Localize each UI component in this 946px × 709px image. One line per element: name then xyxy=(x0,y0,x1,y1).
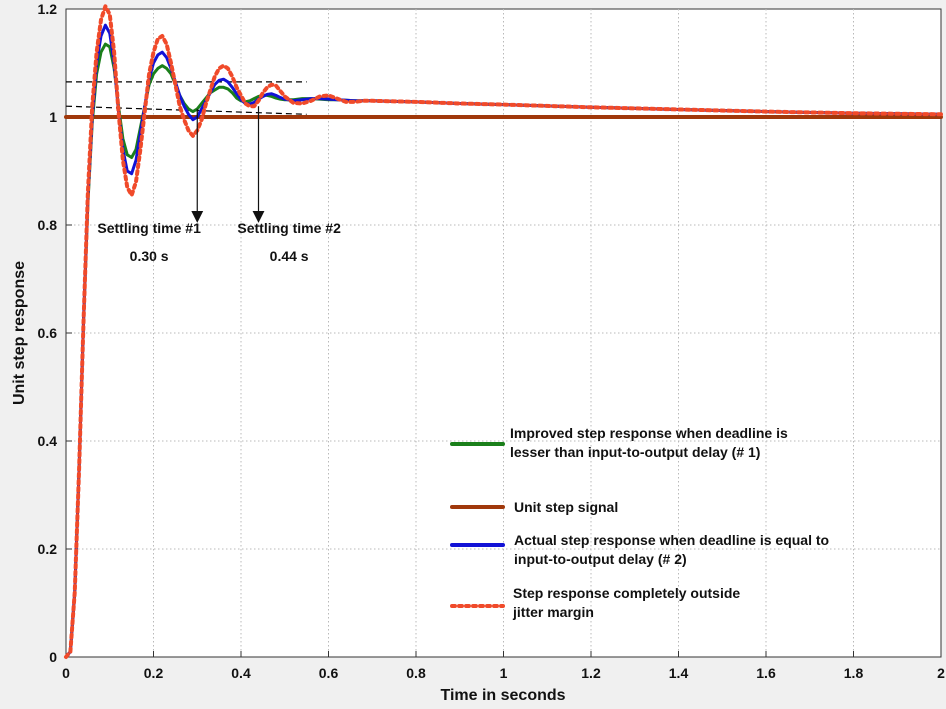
legend-label-4-line-2: jitter margin xyxy=(512,604,594,620)
legend: Improved step response when deadline is l… xyxy=(450,425,829,620)
annotation-2-line-1: Settling time #2 xyxy=(237,220,341,236)
y-tick-label-0.4: 0.4 xyxy=(38,433,58,449)
x-tick-label-1.4: 1.4 xyxy=(669,665,689,681)
y-axis-title: Unit step response xyxy=(11,261,28,405)
legend-label-4-line-1: Step response completely outside xyxy=(513,585,740,601)
legend-label-3-line-2: input-to-output delay (# 2) xyxy=(514,551,687,567)
y-tick-label-1.2: 1.2 xyxy=(38,1,58,17)
annotation-1-line-1: Settling time #1 xyxy=(97,220,201,236)
legend-label-1-line-1: Improved step response when deadline is xyxy=(510,425,788,441)
annotation-2-line-2: 0.44 s xyxy=(270,248,309,264)
x-tick-label-0.4: 0.4 xyxy=(231,665,251,681)
x-tick-label-1: 1 xyxy=(500,665,508,681)
annotation-1-line-2: 0.30 s xyxy=(130,248,169,264)
x-axis-title: Time in seconds xyxy=(440,687,565,704)
x-tick-label-2: 2 xyxy=(937,665,945,681)
y-tick-label-0.8: 0.8 xyxy=(38,217,58,233)
y-tick-label-0: 0 xyxy=(49,649,57,665)
x-tick-label-0.2: 0.2 xyxy=(144,665,164,681)
legend-label-3-line-1: Actual step response when deadline is eq… xyxy=(514,532,829,548)
legend-label-1-line-2: lesser than input-to-output delay (# 1) xyxy=(510,444,760,460)
x-tick-label-1.6: 1.6 xyxy=(756,665,776,681)
x-tick-label-1.2: 1.2 xyxy=(581,665,601,681)
x-tick-label-0.6: 0.6 xyxy=(319,665,339,681)
x-tick-label-0: 0 xyxy=(62,665,70,681)
y-tick-label-0.2: 0.2 xyxy=(38,541,58,557)
x-tick-label-1.8: 1.8 xyxy=(844,665,864,681)
y-tick-label-1: 1 xyxy=(49,109,57,125)
series-line-4 xyxy=(64,4,943,659)
x-tick-label-0.8: 0.8 xyxy=(406,665,426,681)
legend-label-2-line-1: Unit step signal xyxy=(514,499,618,515)
y-tick-label-0.6: 0.6 xyxy=(38,325,58,341)
